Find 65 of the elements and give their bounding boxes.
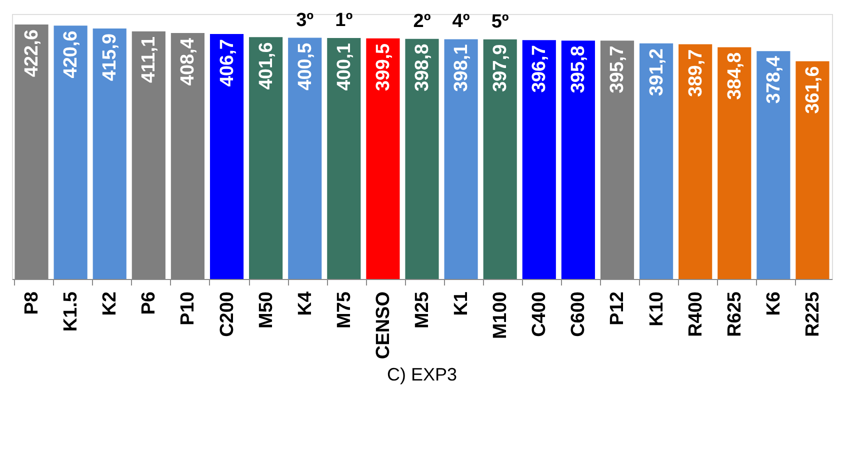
- bar: [718, 47, 752, 279]
- bar: [522, 40, 556, 279]
- bar: [756, 51, 790, 279]
- bar: [639, 43, 674, 279]
- x-tick-label: K4: [294, 291, 316, 316]
- x-tick-label: R400: [685, 292, 706, 337]
- x-tick-label: P12: [607, 292, 628, 326]
- annotation: 1º: [335, 10, 353, 32]
- data-label: 401,6: [256, 42, 277, 90]
- bar: [405, 38, 439, 279]
- data-label: 420,6: [60, 30, 82, 78]
- bar: [92, 28, 126, 279]
- x-tick-label: K2: [100, 292, 121, 316]
- x-tick-label: R225: [802, 291, 824, 337]
- x-tick-label: CENSO: [372, 292, 394, 360]
- x-tick-label: K10: [646, 292, 668, 326]
- text: C) EXP3: [386, 364, 458, 385]
- bar: [288, 38, 322, 279]
- x-tick-label: K6: [763, 292, 784, 316]
- x-tick-label: C200: [216, 292, 238, 337]
- x-tick-label: M100: [490, 292, 512, 340]
- data-label: 422,6: [22, 29, 43, 78]
- bar: [327, 38, 361, 279]
- x-tick-label: M25: [412, 291, 433, 328]
- x-tick-label: P6: [138, 292, 160, 315]
- bar: [483, 39, 517, 279]
- data-label: 391,2: [646, 48, 668, 96]
- data-label: 395,8: [568, 46, 590, 94]
- data-label: 378,4: [763, 56, 784, 104]
- annotation: 4º: [452, 11, 470, 32]
- data-label: 398,1: [451, 44, 472, 92]
- data-label: 395,7: [607, 46, 628, 94]
- data-label: 400,1: [334, 42, 355, 91]
- annotation: 3º: [296, 10, 314, 31]
- data-label: 384,8: [724, 52, 746, 100]
- bar: [678, 44, 712, 279]
- data-label: 398,8: [412, 44, 433, 92]
- bar: [444, 39, 478, 279]
- x-tick-label: C600: [568, 292, 590, 337]
- x-tick-label: C400: [529, 292, 550, 337]
- data-label: 408,4: [178, 38, 199, 86]
- data-label: 396,7: [529, 45, 550, 93]
- data-label: 406,7: [216, 39, 238, 87]
- bar: [366, 38, 400, 279]
- x-tick-label: P10: [178, 292, 199, 326]
- bar: [561, 40, 595, 279]
- x-tick-label: R625: [724, 291, 746, 337]
- data-label: 397,9: [490, 44, 512, 92]
- bar: [210, 34, 244, 279]
- x-tick-label: M50: [256, 292, 277, 328]
- x-tick-label: M75: [334, 291, 355, 328]
- bar: [796, 61, 830, 279]
- data-label: 399,5: [372, 42, 394, 91]
- bar: [54, 26, 88, 279]
- annotation: 5º: [491, 11, 509, 32]
- x-tick-label: K1: [451, 291, 472, 316]
- x-tick-label: K1.5: [60, 291, 82, 332]
- data-label: 400,5: [294, 42, 316, 90]
- data-label: 415,9: [100, 34, 121, 82]
- data-label: 389,7: [685, 49, 706, 97]
- bar: [249, 37, 283, 279]
- data-label: 411,1: [138, 36, 160, 83]
- data-label: 361,6: [802, 66, 824, 114]
- annotation: 2º: [413, 10, 431, 32]
- x-tick-label: P8: [22, 292, 43, 315]
